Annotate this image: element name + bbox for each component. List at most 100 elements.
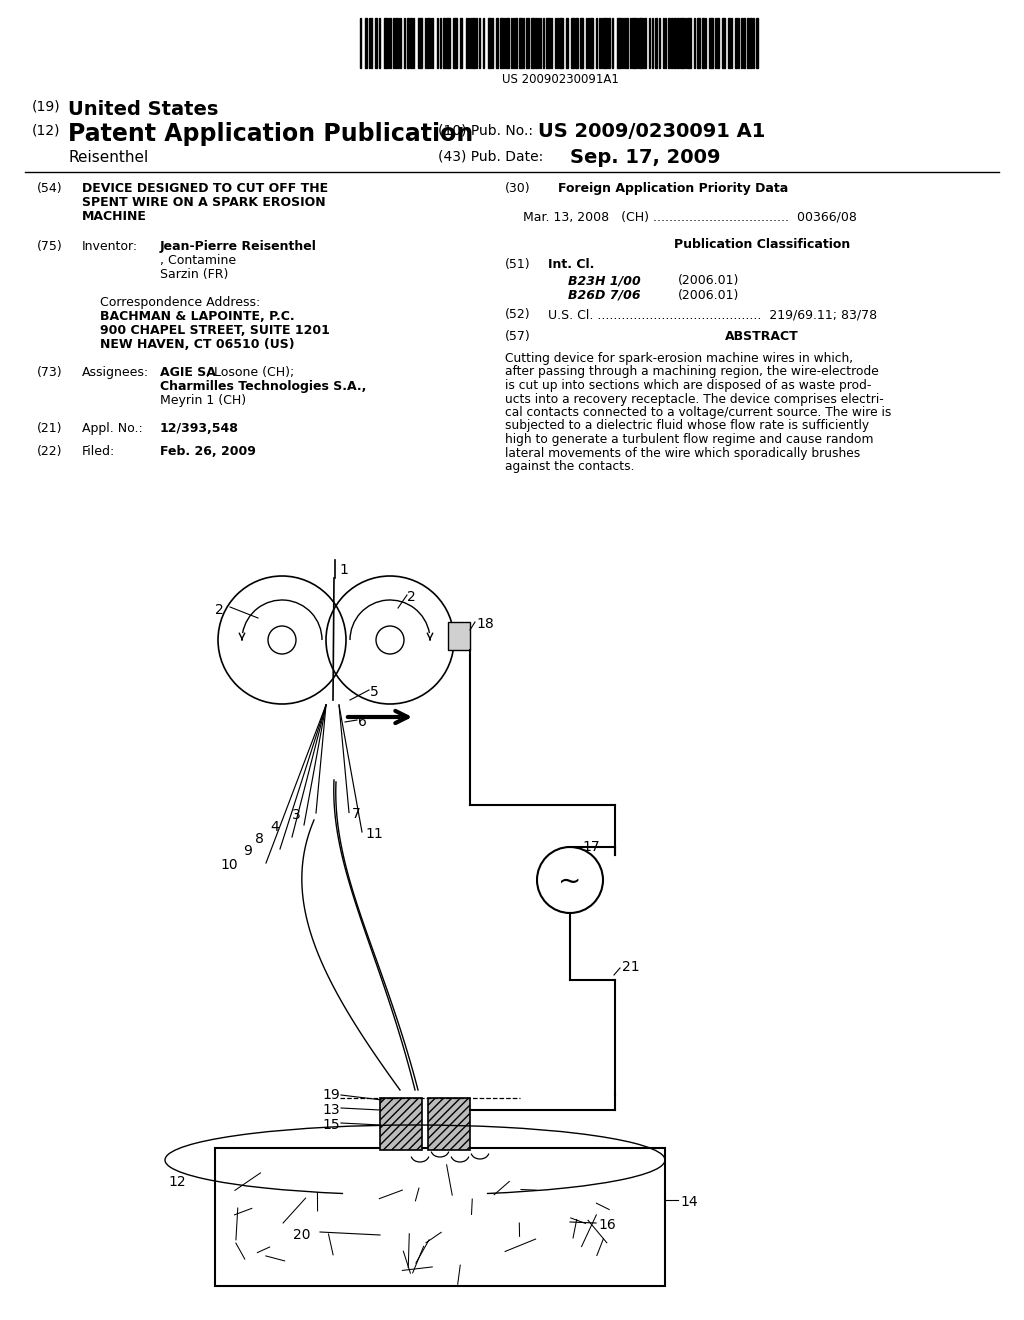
Text: 20: 20	[293, 1228, 310, 1242]
Text: (2006.01): (2006.01)	[678, 289, 739, 302]
Bar	[526, 18, 529, 69]
Bar	[580, 18, 583, 69]
Text: is cut up into sections which are disposed of as waste prod-: is cut up into sections which are dispos…	[505, 379, 871, 392]
Bar	[460, 18, 462, 69]
Text: , Contamine: , Contamine	[160, 253, 237, 267]
Bar	[531, 18, 534, 69]
Text: Foreign Application Priority Data: Foreign Application Priority Data	[558, 182, 788, 195]
Text: 11: 11	[365, 828, 383, 841]
Text: Appl. No.:: Appl. No.:	[82, 422, 142, 436]
Bar	[472, 18, 475, 69]
Text: 2: 2	[215, 603, 224, 616]
Text: , Losone (CH);: , Losone (CH);	[206, 366, 294, 379]
Text: (73): (73)	[37, 366, 62, 379]
Text: 4: 4	[270, 820, 279, 834]
Text: Jean-Pierre Reisenthel: Jean-Pierre Reisenthel	[160, 240, 316, 253]
Text: (2006.01): (2006.01)	[678, 275, 739, 286]
Text: AGIE SA: AGIE SA	[160, 366, 216, 379]
Bar	[535, 18, 537, 69]
Bar	[395, 18, 397, 69]
Text: Feb. 26, 2009: Feb. 26, 2009	[160, 445, 256, 458]
Text: high to generate a turbulent flow regime and cause random: high to generate a turbulent flow regime…	[505, 433, 873, 446]
Text: (22): (22)	[37, 445, 62, 458]
Bar	[496, 18, 498, 69]
Text: Cutting device for spark-erosion machine wires in which,: Cutting device for spark-erosion machine…	[505, 352, 853, 366]
Text: DEVICE DESIGNED TO CUT OFF THE: DEVICE DESIGNED TO CUT OFF THE	[82, 182, 328, 195]
Text: 2: 2	[407, 590, 416, 605]
Bar	[639, 18, 643, 69]
Text: Patent Application Publication: Patent Application Publication	[68, 121, 473, 147]
Text: Publication Classification: Publication Classification	[674, 238, 850, 251]
Text: Sep. 17, 2009: Sep. 17, 2009	[570, 148, 721, 168]
Bar	[687, 18, 691, 69]
Bar	[443, 18, 445, 69]
Text: B23H 1/00: B23H 1/00	[568, 275, 641, 286]
Text: ABSTRACT: ABSTRACT	[725, 330, 799, 343]
Text: (21): (21)	[37, 422, 62, 436]
Text: Correspondence Address:: Correspondence Address:	[100, 296, 260, 309]
Bar	[380, 1098, 422, 1150]
Text: (19): (19)	[32, 100, 60, 114]
Text: 16: 16	[598, 1218, 615, 1232]
Bar	[506, 18, 509, 69]
Text: B26D 7/06: B26D 7/06	[568, 289, 641, 302]
Text: (51): (51)	[505, 257, 530, 271]
Bar	[375, 18, 377, 69]
Bar	[750, 18, 752, 69]
Bar	[674, 18, 676, 69]
Bar	[608, 18, 610, 69]
Bar	[427, 18, 429, 69]
Bar	[453, 18, 457, 69]
Bar	[488, 18, 490, 69]
Bar	[756, 18, 758, 69]
Text: (57): (57)	[505, 330, 530, 343]
Text: NEW HAVEN, CT 06510 (US): NEW HAVEN, CT 06510 (US)	[100, 338, 295, 351]
Bar	[407, 18, 409, 69]
Bar	[702, 18, 705, 69]
Bar	[617, 18, 621, 69]
Bar	[603, 18, 607, 69]
Text: 19: 19	[323, 1088, 340, 1102]
Text: U.S. Cl. .........................................  219/69.11; 83/78: U.S. Cl. ...............................…	[548, 308, 878, 321]
Text: 8: 8	[255, 832, 264, 846]
Bar	[575, 18, 578, 69]
Bar	[668, 18, 670, 69]
Bar	[500, 18, 503, 69]
Text: (54): (54)	[37, 182, 62, 195]
Text: United States: United States	[68, 100, 218, 119]
Text: lateral movements of the wire which sporadically brushes: lateral movements of the wire which spor…	[505, 446, 860, 459]
Text: (43) Pub. Date:: (43) Pub. Date:	[438, 150, 544, 164]
Text: 18: 18	[476, 616, 494, 631]
Bar	[743, 18, 745, 69]
Text: ucts into a recovery receptacle. The device comprises electri-: ucts into a recovery receptacle. The dev…	[505, 392, 884, 405]
Text: BACHMAN & LAPOINTE, P.C.: BACHMAN & LAPOINTE, P.C.	[100, 310, 295, 323]
Text: (52): (52)	[505, 308, 530, 321]
Text: 1: 1	[339, 564, 348, 577]
Text: 12/393,548: 12/393,548	[160, 422, 239, 436]
Bar	[735, 18, 737, 69]
Text: Filed:: Filed:	[82, 445, 116, 458]
Text: SPENT WIRE ON A SPARK EROSION: SPENT WIRE ON A SPARK EROSION	[82, 195, 326, 209]
Text: Inventor:: Inventor:	[82, 240, 138, 253]
Text: (30): (30)	[505, 182, 530, 195]
Text: 6: 6	[358, 715, 367, 729]
Bar	[571, 18, 574, 69]
Text: 21: 21	[622, 960, 640, 974]
Bar	[709, 18, 713, 69]
Text: 13: 13	[323, 1104, 340, 1117]
Bar	[671, 18, 673, 69]
Text: cal contacts connected to a voltage/current source. The wire is: cal contacts connected to a voltage/curr…	[505, 407, 891, 418]
Bar	[626, 18, 628, 69]
Bar	[215, 1148, 665, 1286]
Bar	[632, 18, 636, 69]
Bar	[644, 18, 646, 69]
Bar	[746, 18, 749, 69]
Bar	[449, 622, 470, 649]
Bar	[559, 18, 563, 69]
Text: 10: 10	[220, 858, 238, 873]
Bar	[384, 18, 387, 69]
Text: Reisenthel: Reisenthel	[68, 150, 148, 165]
Bar	[519, 18, 522, 69]
Bar	[677, 18, 679, 69]
Text: 900 CHAPEL STREET, SUITE 1201: 900 CHAPEL STREET, SUITE 1201	[100, 323, 330, 337]
